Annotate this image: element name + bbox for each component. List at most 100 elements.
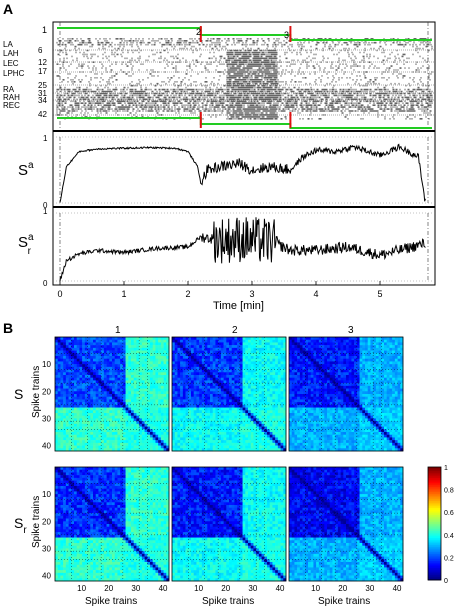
matrix-cell xyxy=(201,388,205,392)
matrix-cell xyxy=(237,358,241,362)
matrix-cell xyxy=(172,353,176,357)
matrix-cell xyxy=(346,364,350,368)
matrix-cell xyxy=(76,383,80,387)
matrix-cell xyxy=(277,418,281,422)
matrix-cell xyxy=(136,356,140,360)
matrix-cell xyxy=(337,391,341,395)
matrix-cell xyxy=(381,350,385,354)
matrix-cell xyxy=(174,415,178,419)
profile-sa-symbol: Sa xyxy=(18,160,34,179)
matrix-cell xyxy=(172,448,176,452)
matrix-cell xyxy=(332,366,336,370)
matrix-cell xyxy=(201,375,205,379)
matrix-cell xyxy=(316,361,320,365)
matrix-cell xyxy=(106,358,110,362)
matrix-cell xyxy=(210,377,214,381)
matrix-cell xyxy=(242,358,246,362)
matrix-cell xyxy=(188,434,192,438)
matrix-cell xyxy=(139,415,143,419)
segment-bottom-marker xyxy=(57,117,432,129)
matrix-cell xyxy=(218,448,222,452)
matrix-cell xyxy=(375,391,379,395)
matrix-cell xyxy=(93,385,97,389)
matrix-cell xyxy=(158,413,162,417)
matrix-cell xyxy=(155,383,159,387)
matrix-cell xyxy=(109,440,113,444)
matrix-cell xyxy=(294,394,298,398)
matrix-cell xyxy=(348,350,352,354)
matrix-cell xyxy=(125,358,129,362)
matrix-cell xyxy=(90,404,94,408)
matrix-cell xyxy=(269,423,273,427)
matrix-cell xyxy=(57,418,61,422)
matrix-cell xyxy=(321,377,325,381)
matrix-cell xyxy=(310,366,314,370)
matrix-cell xyxy=(256,418,260,422)
matrix-cell xyxy=(76,385,80,389)
matrix-cell xyxy=(253,407,257,411)
matrix-cell xyxy=(223,442,227,446)
matrix-cell xyxy=(302,361,306,365)
matrix-cell xyxy=(101,369,105,373)
matrix-cell xyxy=(133,399,137,403)
matrix-cell xyxy=(117,337,121,341)
matrix-cell xyxy=(283,364,287,368)
matrix-cell xyxy=(63,385,67,389)
raster-channel-row xyxy=(67,77,430,79)
matrix-cell xyxy=(90,415,94,419)
matrix-cell xyxy=(237,350,241,354)
matrix-cell xyxy=(310,364,314,368)
matrix-cell xyxy=(204,415,208,419)
matrix-cell xyxy=(381,353,385,357)
matrix-cell xyxy=(74,423,78,427)
matrix-cell xyxy=(335,394,339,398)
matrix-cell xyxy=(57,445,61,449)
matrix-cell xyxy=(305,339,309,343)
matrix-cell xyxy=(182,426,186,430)
matrix-cell xyxy=(60,356,64,360)
matrix-cell xyxy=(299,345,303,349)
matrix-cell xyxy=(375,345,379,349)
matrix-cell xyxy=(212,375,216,379)
matrix-cell xyxy=(337,369,341,373)
matrix-cell xyxy=(237,448,241,452)
matrix-cell xyxy=(87,356,91,360)
matrix-cell xyxy=(277,396,281,400)
matrix-cell xyxy=(305,402,309,406)
matrix-cell xyxy=(136,402,140,406)
matrix-cell xyxy=(112,437,116,441)
raster-channel-row xyxy=(56,90,433,93)
matrix-cell xyxy=(57,442,61,446)
matrix-cell xyxy=(258,366,262,370)
matrix-cell xyxy=(381,413,385,417)
matrix-cell xyxy=(289,361,293,365)
matrix-cell xyxy=(316,358,320,362)
matrix-cell xyxy=(277,415,281,419)
matrix-cell xyxy=(275,415,279,419)
matrix-cell xyxy=(389,388,393,392)
matrix-cell xyxy=(207,391,211,395)
matrix-cell xyxy=(212,445,216,449)
matrix-cell xyxy=(163,423,167,427)
matrix-cell xyxy=(82,432,86,436)
matrix-cell xyxy=(351,361,355,365)
matrix-cell xyxy=(234,410,238,414)
matrix-cell xyxy=(204,361,208,365)
matrix-cell xyxy=(139,339,143,343)
matrix-cell xyxy=(90,434,94,438)
matrix-cell xyxy=(256,356,260,360)
matrix-cell xyxy=(141,339,145,343)
matrix-cell xyxy=(324,388,328,392)
matrix-cell xyxy=(248,356,252,360)
matrix-cell xyxy=(253,426,257,430)
matrix-cell xyxy=(155,445,159,449)
matrix-cell xyxy=(84,366,88,370)
matrix-cell xyxy=(185,337,189,341)
matrix-cell xyxy=(280,356,284,360)
matrix-cell xyxy=(150,377,154,381)
matrix-cell xyxy=(343,372,347,376)
matrix-cell xyxy=(150,440,154,444)
matrix-cell xyxy=(201,356,205,360)
matrix-cell xyxy=(313,358,317,362)
matrix-cell xyxy=(370,415,374,419)
